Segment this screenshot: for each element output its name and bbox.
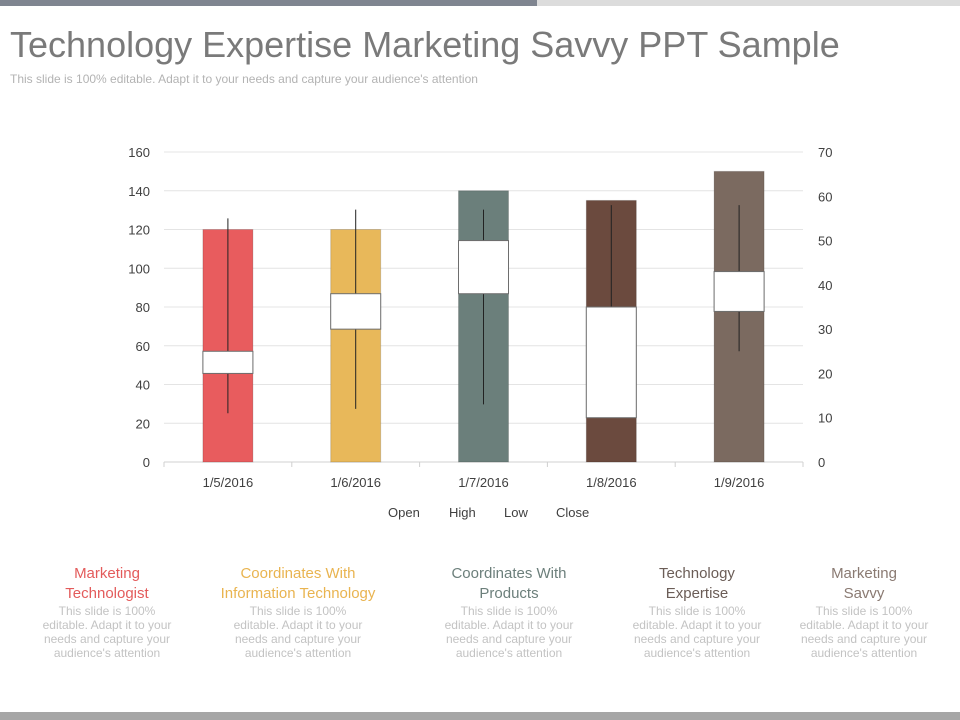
y-left-tick-label: 60 — [136, 339, 150, 354]
x-tick-label: 1/8/2016 — [586, 475, 637, 490]
description-title: Technology Expertise — [617, 564, 777, 604]
description-body-line: audience's attention — [455, 646, 563, 660]
y-right-tick-label: 50 — [818, 234, 832, 249]
description-body-line: audience's attention — [53, 646, 161, 660]
open-close-box — [585, 306, 637, 419]
description-body-line: This slide is 100% — [249, 604, 347, 618]
description-body: This slide is 100% editable. Adapt it to… — [429, 604, 589, 660]
x-tick-label: 1/9/2016 — [714, 475, 765, 490]
description-body-line: This slide is 100% — [58, 604, 156, 618]
description-body-line: This slide is 100% — [815, 604, 913, 618]
chart-legend: Open High Low Close — [0, 505, 960, 523]
y-right-tick-label: 30 — [818, 322, 832, 337]
description-body-line: editable. Adapt it to your — [444, 618, 574, 632]
description-body-line: needs and capture your — [43, 632, 171, 646]
description-body-line: editable. Adapt it to your — [632, 618, 762, 632]
description-title-line: Technologist — [65, 585, 149, 602]
description-body: This slide is 100% editable. Adapt it to… — [617, 604, 777, 660]
y-right-tick-label: 20 — [818, 366, 832, 381]
y-right-tick-label: 10 — [818, 411, 832, 426]
y-left-tick-label: 140 — [128, 184, 150, 199]
y-left-tick-label: 40 — [136, 378, 150, 393]
open-close-box — [330, 293, 382, 330]
open-close-box — [458, 240, 509, 295]
y-left-tick-label: 160 — [128, 145, 150, 160]
open-close-box — [713, 271, 765, 312]
description-title-line: Expertise — [665, 585, 729, 602]
y-left-tick-label: 20 — [136, 416, 150, 431]
description-body: This slide is 100% editable. Adapt it to… — [27, 604, 187, 660]
description-title-line: Marketing — [74, 565, 140, 582]
y-left-tick-label: 100 — [128, 261, 150, 276]
description-body-line: audience's attention — [810, 646, 918, 660]
description-title: Marketing Technologist — [27, 564, 187, 604]
description-title: Marketing Savvy — [784, 564, 944, 604]
description-body-line: audience's attention — [643, 646, 751, 660]
description-body-line: audience's attention — [244, 646, 352, 660]
description-title-line: Coordinates With — [451, 565, 567, 582]
y-right-tick-label: 40 — [818, 278, 832, 293]
description-title-line: Savvy — [843, 585, 885, 602]
y-right-tick-label: 70 — [818, 145, 832, 160]
description-body-line: needs and capture your — [633, 632, 761, 646]
description-body-line: needs and capture your — [445, 632, 573, 646]
x-tick-label: 1/7/2016 — [458, 475, 509, 490]
page-subtitle: This slide is 100% editable. Adapt it to… — [10, 72, 478, 86]
stock-volume-chart: 0 20 40 60 80 100 120 140 160 0 10 20 30 40 50 60 70 1/5/… — [128, 145, 832, 490]
description-title-line: Coordinates With — [240, 565, 356, 582]
description-body-line: editable. Adapt it to your — [42, 618, 172, 632]
legend-low: Low — [504, 505, 528, 520]
description-coordinates-it: Coordinates With Information Technology … — [218, 564, 378, 660]
description-title: Coordinates With Products — [429, 564, 589, 604]
description-title-line: Technology — [659, 565, 735, 582]
description-body-line: editable. Adapt it to your — [799, 618, 929, 632]
x-tick-label: 1/6/2016 — [330, 475, 381, 490]
description-marketing-technologist: Marketing Technologist This slide is 100… — [27, 564, 187, 660]
description-marketing-savvy: Marketing Savvy This slide is 100% edita… — [784, 564, 944, 660]
legend-open: Open — [388, 505, 420, 520]
open-close-box — [202, 350, 254, 374]
bottom-accent-bar — [0, 712, 960, 720]
y-right-tick-label: 0 — [818, 455, 825, 470]
legend-close: Close — [556, 505, 590, 520]
description-body: This slide is 100% editable. Adapt it to… — [218, 604, 378, 660]
y-left-tick-label: 0 — [143, 455, 150, 470]
description-title-line: Marketing — [831, 565, 897, 582]
description-body-line: This slide is 100% — [460, 604, 558, 618]
description-body-line: needs and capture your — [800, 632, 928, 646]
description-title: Coordinates With Information Technology — [218, 564, 378, 604]
description-body-line: This slide is 100% — [648, 604, 746, 618]
description-technology-expertise: Technology Expertise This slide is 100% … — [617, 564, 777, 660]
description-body-line: needs and capture your — [234, 632, 362, 646]
y-right-tick-label: 60 — [818, 189, 832, 204]
description-title-line: Information Technology — [220, 585, 376, 602]
page-title: Technology Expertise Marketing Savvy PPT… — [10, 24, 840, 65]
y-left-tick-label: 80 — [136, 300, 150, 315]
top-accent-bar-dark — [0, 0, 537, 6]
y-left-tick-label: 120 — [128, 223, 150, 238]
description-body-line: editable. Adapt it to your — [233, 618, 363, 632]
legend-high: High — [449, 505, 476, 520]
description-title-line: Products — [479, 585, 539, 602]
description-coordinates-products: Coordinates With Products This slide is … — [429, 564, 589, 660]
description-body: This slide is 100% editable. Adapt it to… — [784, 604, 944, 660]
x-tick-label: 1/5/2016 — [203, 475, 254, 490]
